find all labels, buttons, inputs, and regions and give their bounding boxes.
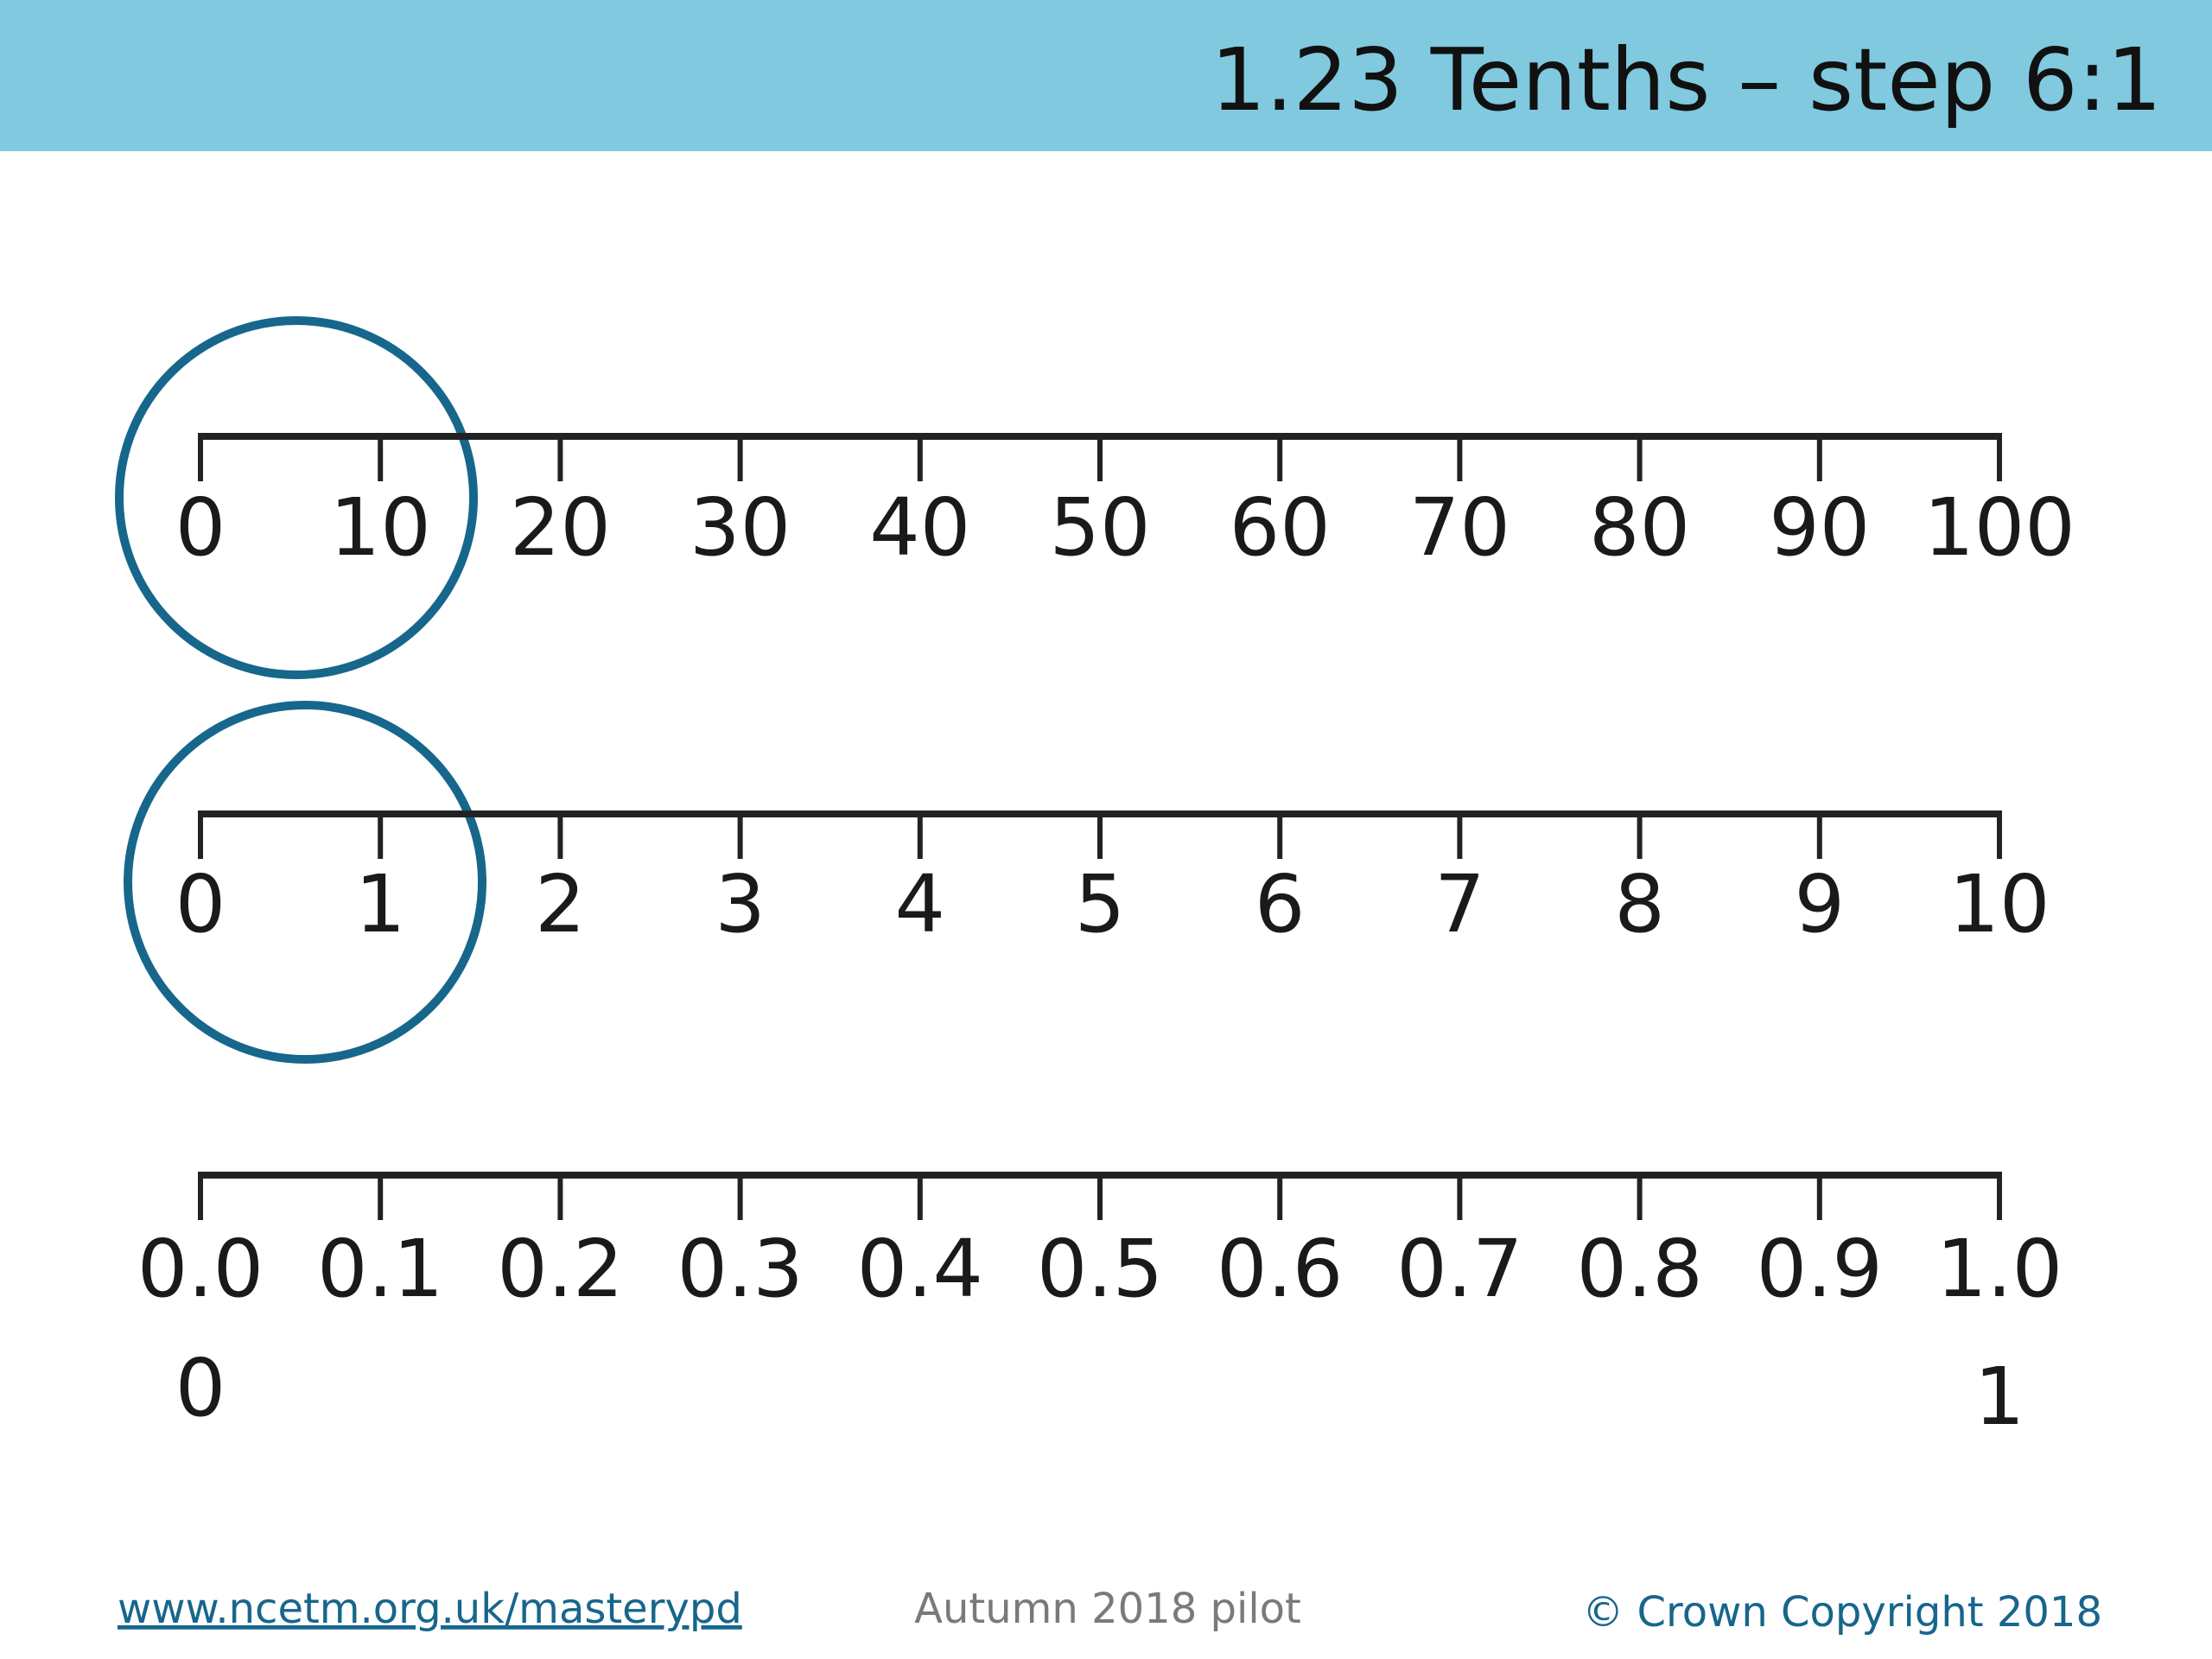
tick-label: 9 bbox=[1795, 858, 1846, 950]
tick-label: 0.1 bbox=[317, 1223, 443, 1315]
tick-label: 8 bbox=[1614, 858, 1665, 950]
tick-label: 7 bbox=[1434, 858, 1485, 950]
tick-label: 20 bbox=[510, 481, 611, 574]
footer-note: Autumn 2018 pilot bbox=[914, 1585, 1301, 1633]
tick-label: 0.9 bbox=[1757, 1223, 1883, 1315]
tick-label: 6 bbox=[1255, 858, 1306, 950]
tick-label: 90 bbox=[1769, 481, 1870, 574]
tick-label: 40 bbox=[869, 481, 970, 574]
tick-label: 0.4 bbox=[857, 1223, 983, 1315]
tick-label: 0.3 bbox=[677, 1223, 803, 1315]
tick-label: 0.0 bbox=[137, 1223, 264, 1315]
tick-label: 80 bbox=[1589, 481, 1690, 574]
tick-label: 30 bbox=[690, 481, 791, 574]
tick-label: 3 bbox=[715, 858, 766, 950]
tick-label: 0.2 bbox=[497, 1223, 623, 1315]
highlight-circle bbox=[124, 701, 486, 1064]
header-bar bbox=[0, 0, 2212, 151]
tick-label: 10 bbox=[1948, 858, 2050, 950]
highlight-circle bbox=[115, 316, 478, 679]
end-label: 1 bbox=[1974, 1351, 2025, 1443]
tick-label: 10 bbox=[330, 481, 431, 574]
tick-label: 0.7 bbox=[1396, 1223, 1522, 1315]
footer-link[interactable]: www.ncetm.org.uk/masterypd bbox=[118, 1585, 742, 1633]
tick-label: 4 bbox=[895, 858, 946, 950]
tick-label: 0.5 bbox=[1037, 1223, 1163, 1315]
tick-label: 0 bbox=[175, 481, 226, 574]
tick-label: 1.0 bbox=[1936, 1223, 2063, 1315]
footer-copyright: © Crown Copyright 2018 bbox=[1582, 1588, 2102, 1637]
tick-label: 100 bbox=[1923, 481, 2075, 574]
end-label: 0 bbox=[175, 1342, 226, 1434]
tick-label: 2 bbox=[535, 858, 586, 950]
tick-label: 0 bbox=[175, 858, 226, 950]
tick-label: 1 bbox=[355, 858, 406, 950]
tick-label: 0.8 bbox=[1576, 1223, 1702, 1315]
tick-label: 0.6 bbox=[1217, 1223, 1343, 1315]
tick-label: 70 bbox=[1409, 481, 1510, 574]
tick-label: 50 bbox=[1049, 481, 1150, 574]
tick-label: 5 bbox=[1075, 858, 1126, 950]
tick-label: 60 bbox=[1230, 481, 1331, 574]
header-title: 1.23 Tenths – step 6:1 bbox=[1211, 29, 2162, 130]
